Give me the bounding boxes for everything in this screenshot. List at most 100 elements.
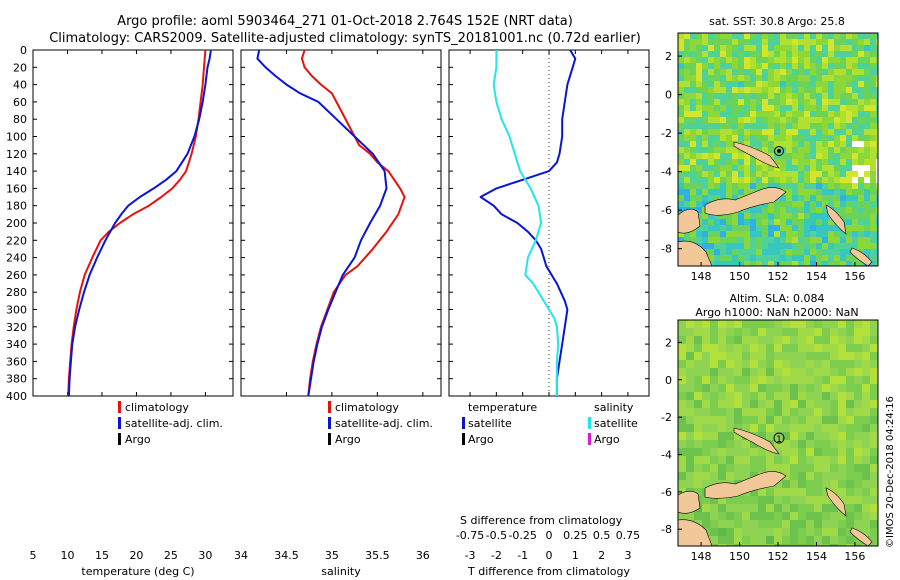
x-tick-label: 35.5	[365, 549, 390, 562]
map-pixel	[798, 456, 806, 464]
map-pixel	[852, 51, 858, 57]
map-pixel	[870, 201, 876, 207]
x-tick-label: 10	[60, 549, 74, 562]
map-pixel	[846, 392, 854, 400]
map-pixel	[684, 69, 690, 75]
map-pixel	[762, 33, 768, 39]
map-pixel	[790, 536, 798, 544]
map-pixel	[720, 93, 726, 99]
map-pixel	[708, 75, 714, 81]
map-pixel	[846, 440, 854, 448]
map-pixel	[840, 39, 846, 45]
map-pixel	[702, 320, 710, 328]
map-pixel	[862, 488, 870, 496]
map-pixel	[738, 75, 744, 81]
map-pixel	[858, 33, 864, 39]
map-pixel	[852, 237, 858, 243]
map-pixel	[714, 249, 720, 255]
map-pixel	[738, 213, 744, 219]
map-pixel	[744, 243, 750, 249]
map-pixel	[738, 219, 744, 225]
map-pixel	[790, 456, 798, 464]
map-pixel	[766, 464, 774, 472]
map-pixel	[702, 440, 710, 448]
map-y-tick-label: 0	[665, 374, 672, 387]
legend-label-s-argo: Argo	[594, 433, 620, 446]
map-pixel	[846, 261, 852, 266]
map-pixel	[738, 171, 744, 177]
map-pixel	[786, 33, 792, 39]
map-pixel	[828, 141, 834, 147]
map-pixel	[732, 129, 738, 135]
map-pixel	[870, 536, 878, 544]
map-pixel	[774, 33, 780, 39]
map-pixel	[774, 135, 780, 141]
map-pixel	[798, 328, 806, 336]
map-pixel	[750, 189, 756, 195]
map-pixel	[742, 512, 750, 520]
map-pixel	[720, 183, 726, 189]
map-pixel	[738, 177, 744, 183]
map-pixel	[816, 39, 822, 45]
map-pixel	[686, 328, 694, 336]
map-pixel	[822, 488, 830, 496]
map-pixel	[718, 320, 726, 328]
map-pixel	[720, 57, 726, 63]
map-pixel	[830, 504, 838, 512]
map-pixel	[768, 111, 774, 117]
map-pixel	[822, 183, 828, 189]
map-pixel	[708, 129, 714, 135]
map-pixel	[838, 456, 846, 464]
map-pixel	[718, 520, 726, 528]
map-pixel	[732, 237, 738, 243]
map-pixel	[864, 231, 870, 237]
map-pixel	[806, 344, 814, 352]
map-pixel	[780, 243, 786, 249]
map-pixel	[840, 189, 846, 195]
legend-swatch-t-argo	[462, 433, 465, 445]
map-pixel	[858, 231, 864, 237]
map-pixel	[768, 123, 774, 129]
map-pixel	[732, 189, 738, 195]
map-pixel	[702, 400, 710, 408]
map-pixel	[758, 448, 766, 456]
map-pixel	[714, 117, 720, 123]
map-pixel	[774, 400, 782, 408]
map-pixel	[810, 225, 816, 231]
map-pixel	[768, 141, 774, 147]
map-pixel	[768, 219, 774, 225]
map-pixel	[840, 243, 846, 249]
map-pixel	[790, 320, 798, 328]
map-pixel	[782, 376, 790, 384]
map-pixel	[786, 243, 792, 249]
map-pixel	[702, 105, 708, 111]
map-pixel	[846, 213, 852, 219]
map-pixel	[816, 111, 822, 117]
map-pixel	[854, 440, 862, 448]
map-pixel	[714, 195, 720, 201]
argo-position-marker	[773, 432, 785, 444]
x-tick-label: 20	[129, 549, 143, 562]
map-pixel	[806, 512, 814, 520]
map-pixel	[862, 352, 870, 360]
map-pixel	[854, 512, 862, 520]
map-pixel	[684, 177, 690, 183]
depth-tick-label: 320	[6, 321, 27, 334]
map-pixel	[828, 33, 834, 39]
map-pixel	[694, 336, 702, 344]
map-pixel	[774, 352, 782, 360]
map-pixel	[862, 416, 870, 424]
map-pixel	[744, 33, 750, 39]
map-pixel	[702, 243, 708, 249]
map-pixel	[806, 320, 814, 328]
map-pixel	[876, 39, 878, 45]
map-pixel	[816, 33, 822, 39]
map-pixel	[678, 75, 684, 81]
map-pixel	[830, 384, 838, 392]
map-pixel	[738, 111, 744, 117]
land-new-britain	[704, 471, 787, 499]
map-pixel	[876, 243, 878, 249]
map-pixel	[696, 183, 702, 189]
map-pixel	[806, 536, 814, 544]
map-pixel	[694, 480, 702, 488]
